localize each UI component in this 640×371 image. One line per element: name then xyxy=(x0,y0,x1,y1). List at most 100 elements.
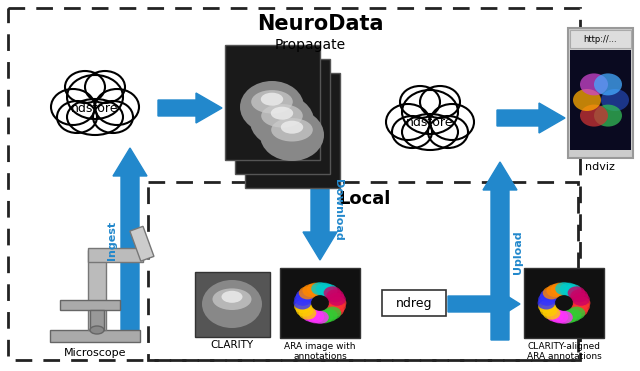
Ellipse shape xyxy=(240,81,304,133)
Text: ARA image with
annotations: ARA image with annotations xyxy=(284,342,356,361)
Ellipse shape xyxy=(540,303,557,317)
Text: ndstore: ndstore xyxy=(406,116,454,129)
Ellipse shape xyxy=(212,288,252,310)
Bar xyxy=(88,248,143,262)
Ellipse shape xyxy=(560,283,577,296)
Text: Microscope: Microscope xyxy=(64,348,126,358)
Bar xyxy=(245,73,340,188)
Polygon shape xyxy=(158,93,222,123)
Ellipse shape xyxy=(564,309,582,322)
Ellipse shape xyxy=(221,291,243,303)
Ellipse shape xyxy=(402,90,458,134)
Ellipse shape xyxy=(568,286,585,299)
Ellipse shape xyxy=(281,121,303,134)
Ellipse shape xyxy=(260,109,324,161)
Ellipse shape xyxy=(538,293,556,306)
Ellipse shape xyxy=(51,89,95,125)
Ellipse shape xyxy=(311,311,329,324)
Ellipse shape xyxy=(294,300,312,313)
Ellipse shape xyxy=(402,114,458,150)
Text: ndviz: ndviz xyxy=(585,162,615,172)
Ellipse shape xyxy=(316,283,333,296)
Bar xyxy=(50,330,140,342)
Ellipse shape xyxy=(328,300,346,313)
Ellipse shape xyxy=(307,283,324,296)
Ellipse shape xyxy=(594,73,622,95)
Text: CLARITY: CLARITY xyxy=(211,340,253,350)
Ellipse shape xyxy=(95,89,139,125)
Ellipse shape xyxy=(329,296,346,309)
Bar xyxy=(130,226,154,261)
Ellipse shape xyxy=(570,289,588,302)
Bar xyxy=(60,300,120,310)
Ellipse shape xyxy=(570,303,588,317)
Polygon shape xyxy=(303,160,337,260)
Ellipse shape xyxy=(67,75,123,119)
Ellipse shape xyxy=(294,293,312,306)
Bar xyxy=(225,45,320,160)
Text: Ingest: Ingest xyxy=(107,220,117,260)
Ellipse shape xyxy=(547,284,564,297)
Text: CLARITY-aligned
ARA annotations: CLARITY-aligned ARA annotations xyxy=(527,342,602,361)
Ellipse shape xyxy=(261,93,284,106)
Ellipse shape xyxy=(550,310,568,323)
Ellipse shape xyxy=(251,90,293,114)
Ellipse shape xyxy=(324,306,341,319)
Ellipse shape xyxy=(326,303,344,317)
Ellipse shape xyxy=(90,326,104,334)
Ellipse shape xyxy=(430,104,474,140)
Ellipse shape xyxy=(302,309,320,322)
Ellipse shape xyxy=(326,289,344,302)
Text: Propagate: Propagate xyxy=(275,38,346,52)
Bar xyxy=(148,182,578,360)
Ellipse shape xyxy=(573,296,590,309)
Ellipse shape xyxy=(311,282,329,295)
Ellipse shape xyxy=(428,116,468,148)
Polygon shape xyxy=(113,148,147,330)
Ellipse shape xyxy=(299,306,316,319)
Polygon shape xyxy=(483,162,517,340)
Bar xyxy=(570,30,631,48)
Ellipse shape xyxy=(320,309,338,322)
Text: ndstore: ndstore xyxy=(71,102,119,115)
Text: ndreg: ndreg xyxy=(396,296,432,309)
Ellipse shape xyxy=(572,293,590,306)
Ellipse shape xyxy=(543,286,561,299)
Ellipse shape xyxy=(568,306,585,319)
Ellipse shape xyxy=(67,99,123,135)
FancyBboxPatch shape xyxy=(382,290,446,316)
Ellipse shape xyxy=(299,286,316,299)
Bar xyxy=(88,250,106,330)
Ellipse shape xyxy=(420,86,460,118)
Text: Local: Local xyxy=(339,190,391,208)
Ellipse shape xyxy=(302,284,320,297)
Ellipse shape xyxy=(580,105,608,127)
Text: Upload: Upload xyxy=(513,230,523,274)
Bar xyxy=(280,268,360,338)
Ellipse shape xyxy=(538,296,555,309)
Ellipse shape xyxy=(93,101,133,133)
Ellipse shape xyxy=(560,310,577,323)
Bar xyxy=(8,8,580,360)
Polygon shape xyxy=(497,103,565,133)
Ellipse shape xyxy=(572,300,590,313)
Ellipse shape xyxy=(580,73,608,95)
Ellipse shape xyxy=(573,89,601,111)
Bar xyxy=(195,272,270,337)
Ellipse shape xyxy=(564,284,582,297)
Ellipse shape xyxy=(547,309,564,322)
Ellipse shape xyxy=(294,296,311,309)
Ellipse shape xyxy=(386,104,430,140)
Text: NeuroData: NeuroData xyxy=(257,14,383,34)
Ellipse shape xyxy=(307,310,324,323)
Ellipse shape xyxy=(556,311,573,324)
Ellipse shape xyxy=(324,286,341,299)
Ellipse shape xyxy=(296,289,314,302)
Ellipse shape xyxy=(296,303,314,317)
Ellipse shape xyxy=(320,284,338,297)
Bar xyxy=(90,310,104,330)
Ellipse shape xyxy=(538,300,556,313)
Ellipse shape xyxy=(250,95,314,147)
Ellipse shape xyxy=(261,104,303,128)
Ellipse shape xyxy=(57,101,97,133)
